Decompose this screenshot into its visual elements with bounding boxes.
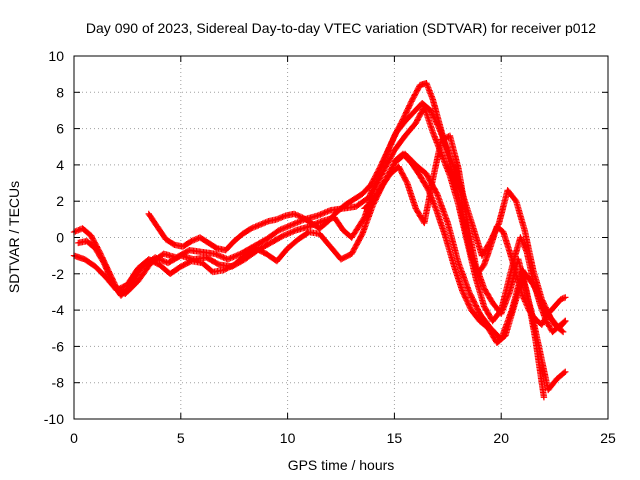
- data-point: [376, 165, 383, 172]
- x-tick-label: 25: [600, 430, 616, 446]
- data-trail: [72, 80, 568, 327]
- data-point: [384, 147, 392, 154]
- data-trail: [146, 100, 568, 331]
- y-tick-label: -2: [52, 266, 65, 282]
- x-tick-label: 15: [387, 430, 403, 446]
- x-tick-label: 10: [280, 430, 296, 446]
- data-trail: [362, 133, 547, 399]
- y-tick-label: -10: [44, 411, 64, 427]
- data-points: [70, 80, 569, 401]
- y-axis-label: SDTVAR / TECUs: [6, 181, 22, 293]
- data-point: [562, 294, 569, 301]
- axis-ticks: [73, 55, 609, 420]
- y-tick-label: 8: [56, 84, 64, 100]
- x-axis-label: GPS time / hours: [288, 457, 395, 473]
- series-track-4: [145, 99, 569, 332]
- y-tick-label: 6: [56, 121, 64, 137]
- x-tick-label: 5: [177, 430, 185, 446]
- y-tick-label: 4: [56, 157, 64, 173]
- x-tick-label: 20: [493, 430, 509, 446]
- series-track-1: [70, 80, 569, 328]
- y-tick-label: -8: [52, 375, 65, 391]
- x-tick-label: 0: [70, 430, 78, 446]
- y-tick-label: 2: [56, 193, 64, 209]
- y-tick-label: 0: [56, 230, 64, 246]
- y-tick-label: -6: [52, 338, 65, 354]
- series-track-6: [361, 132, 548, 401]
- tick-labels: 0 5 10 15 20 25 -10 -8 -6 -4 -2 0 2 4 6 8 10: [44, 48, 616, 446]
- chart-title: Day 090 of 2023, Sidereal Day-to-day VTE…: [86, 20, 596, 36]
- y-tick-label: -4: [52, 302, 65, 318]
- y-tick-label: 10: [48, 48, 64, 64]
